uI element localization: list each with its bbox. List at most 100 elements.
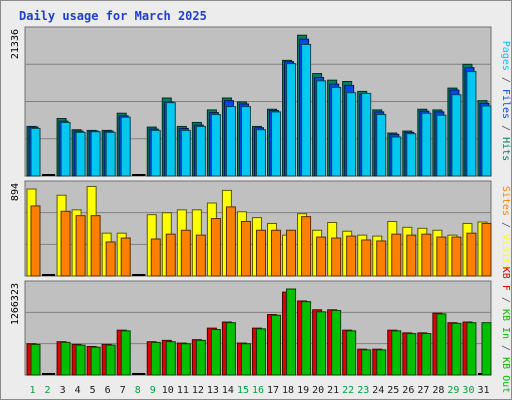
bar-kb_in (105, 344, 116, 376)
bar-sites (30, 205, 41, 277)
bar-sites (271, 229, 282, 277)
bar-sites (346, 235, 357, 277)
x-tick-label: 4 (75, 385, 81, 396)
bar-kb_in (301, 301, 312, 376)
bar-pages (90, 131, 101, 177)
bar-pages (75, 131, 86, 177)
x-tick-label: 19 (297, 385, 309, 396)
x-tick-label: 31 (477, 385, 489, 396)
x-tick-label: 1 (30, 385, 36, 396)
bar-kb_in (286, 288, 297, 376)
bar-sites (421, 233, 432, 277)
bar-pages (165, 102, 176, 177)
x-tick-label: 23 (357, 385, 369, 396)
x-tick-label: 13 (207, 385, 219, 396)
bar-kb_in (271, 314, 282, 376)
x-tick-label: 10 (162, 385, 174, 396)
y-max-label: 1266323 (10, 283, 21, 325)
x-tick-label: 3 (60, 385, 66, 396)
x-tick-label: 8 (135, 385, 141, 396)
y-label-visits-sites: Sites / Visits (500, 186, 511, 270)
y-label-hits-files-pages-part: / (500, 119, 511, 137)
bar-sites (376, 240, 387, 277)
bar-pages (180, 129, 191, 177)
y-label-hits-files-pages-part: Files (500, 89, 511, 119)
bar-sites (391, 233, 402, 277)
bar-kb_in (180, 343, 191, 376)
bar-pages (421, 112, 432, 177)
bar-pages (150, 129, 161, 177)
bar-sites (210, 218, 221, 277)
x-tick-label: 28 (432, 385, 444, 396)
bar-pages (361, 92, 372, 177)
bar-sites (255, 229, 266, 277)
x-tick-label: 21 (327, 385, 339, 396)
bar-pages (376, 114, 387, 177)
bar-kb_in (436, 313, 447, 376)
bar-pages (60, 121, 71, 177)
y-label-kb-part: / (500, 339, 511, 357)
x-tick-label: 9 (150, 385, 156, 396)
bar-sites (180, 229, 191, 277)
bar-pages (301, 43, 312, 177)
bar-sites (195, 234, 206, 277)
bar-sites (225, 206, 236, 277)
y-label-visits-sites-part: Visits (500, 234, 511, 270)
bar-kb_in (240, 343, 251, 376)
chart-title: Daily usage for March 2025 (19, 9, 207, 23)
bar-pages (240, 106, 251, 177)
bar-pages (436, 114, 447, 177)
bar-kb_in (90, 346, 101, 376)
bar-sites (120, 237, 131, 277)
x-tick-label: 22 (342, 385, 354, 396)
bar-sites (90, 215, 101, 277)
bar-sites (60, 210, 71, 277)
bar-kb_in (60, 341, 71, 376)
y-label-visits-sites-part: / (500, 216, 511, 234)
bar-kb_in (451, 322, 462, 376)
bar-sites (466, 232, 477, 277)
x-tick-label: 11 (177, 385, 189, 396)
bar-kb_in (481, 322, 492, 376)
y-max-label: 894 (10, 183, 21, 201)
x-tick-label: 26 (402, 385, 414, 396)
y-label-hits-files-pages-part: / (500, 71, 511, 89)
bar-kb_in (346, 330, 357, 376)
x-tick-label: 14 (222, 385, 234, 396)
bar-pages (210, 114, 221, 177)
x-tick-label: 18 (282, 385, 294, 396)
bar-pages (105, 131, 116, 177)
bar-pages (316, 80, 327, 177)
bar-kb_in (316, 311, 327, 376)
bar-kb_in (75, 344, 86, 376)
bar-sites (361, 239, 372, 277)
y-label-kb-part: KB Out (500, 357, 511, 393)
bar-sites (316, 236, 327, 277)
bar-kb_in (30, 343, 41, 376)
bar-pages (331, 86, 342, 177)
bar-pages (406, 133, 417, 177)
bar-pages (451, 94, 462, 177)
y-label-hits-files-pages-part: Hits (500, 137, 511, 161)
y-label-hits-files-pages: Pages / Files / Hits (500, 41, 511, 161)
x-tick-label: 30 (462, 385, 474, 396)
bar-pages (346, 92, 357, 177)
bar-kb_in (376, 349, 387, 376)
x-tick-label: 16 (252, 385, 264, 396)
bar-pages (30, 127, 41, 177)
y-label-kb-part: / (500, 291, 511, 309)
x-tick-label: 29 (447, 385, 459, 396)
y-label-hits-files-pages-part: Pages (500, 41, 511, 71)
bar-sites (75, 215, 86, 277)
bar-pages (391, 136, 402, 177)
bar-pages (120, 116, 131, 177)
bar-pages (271, 111, 282, 177)
bar-kb_in (255, 328, 266, 376)
bar-pages (255, 129, 266, 177)
x-tick-label: 6 (105, 385, 111, 396)
x-tick-label: 12 (192, 385, 204, 396)
bar-sites (436, 236, 447, 277)
x-tick-label: 24 (372, 385, 384, 396)
bar-sites (240, 221, 251, 277)
bar-kb_in (210, 328, 221, 376)
